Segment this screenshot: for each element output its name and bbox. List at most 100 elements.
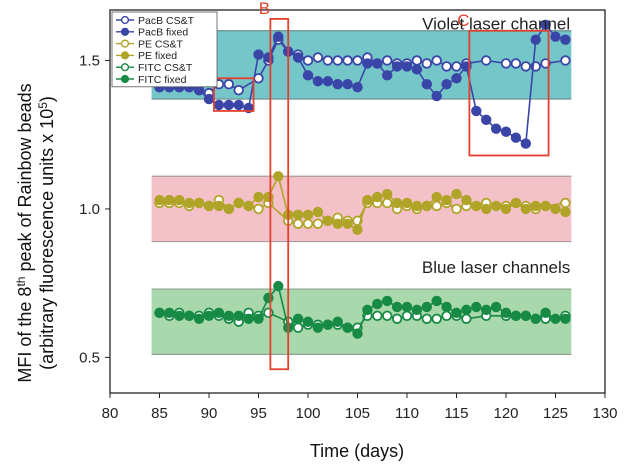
x-tick-label-130: 130	[592, 405, 617, 422]
point-0-33	[510, 58, 522, 69]
point-5-8	[233, 310, 244, 322]
point-4-30	[461, 313, 472, 324]
legend-label-4: FITC CS&T	[138, 62, 193, 74]
y-tick-label-1.5: 1.5	[79, 52, 100, 69]
point-1-20	[352, 81, 363, 93]
legend-label-5: FITC fixed	[138, 74, 187, 86]
point-1-28	[431, 90, 442, 102]
axes: 80 85 90 95 100 105 110 115 120 125 130 0.5 1.0 1.5	[79, 9, 618, 422]
point-1-27	[421, 79, 433, 90]
point-2-29	[451, 203, 462, 215]
point-3-23	[382, 188, 393, 200]
point-3-15	[302, 209, 314, 221]
point-5-21	[362, 304, 373, 316]
point-5-20	[352, 328, 363, 339]
x-tick-label-100: 100	[295, 405, 320, 422]
point-3-18	[332, 218, 343, 229]
point-5-22	[372, 298, 383, 310]
point-3-34	[490, 200, 502, 212]
point-3-24	[391, 197, 403, 209]
point-3-0	[154, 194, 165, 206]
point-1-24	[391, 61, 403, 72]
point-5-26	[411, 304, 423, 316]
point-5-32	[471, 301, 482, 313]
y-axis-title-main: MFI of the 8	[15, 287, 35, 383]
point-3-14	[292, 209, 304, 221]
point-1-17	[322, 76, 334, 87]
y-axis-title-rest: peak of Rainbow beads	[15, 83, 35, 276]
point-5-31	[461, 304, 472, 316]
point-1-5	[203, 93, 215, 105]
point-1-12	[273, 31, 284, 42]
point-3-37	[520, 203, 532, 215]
point-1-34	[490, 123, 502, 134]
point-5-39	[540, 307, 551, 319]
point-4-24	[401, 310, 413, 322]
highlight-box-c	[468, 29, 550, 157]
point-5-30	[451, 307, 462, 319]
point-5-17	[322, 319, 334, 330]
legend-marker-3	[120, 51, 130, 60]
point-3-41	[560, 206, 571, 218]
point-1-6	[213, 99, 225, 111]
point-0-8	[233, 84, 244, 96]
point-5-3	[183, 310, 195, 322]
point-5-27	[421, 301, 433, 313]
point-3-5	[203, 200, 215, 212]
point-3-31	[461, 194, 472, 206]
legend-box	[111, 11, 218, 88]
point-0-31	[481, 55, 492, 66]
point-0-19	[352, 55, 363, 66]
point-4-22	[382, 310, 393, 322]
point-1-33	[481, 114, 492, 126]
point-5-38	[530, 313, 541, 324]
point-3-38	[530, 200, 541, 212]
point-5-16	[312, 322, 324, 333]
highlight-box-a	[213, 77, 255, 112]
point-1-41	[560, 34, 571, 45]
point-5-40	[550, 313, 561, 324]
point-3-4	[193, 197, 205, 209]
y-tick-label-1: 1.0	[79, 201, 100, 218]
point-3-17	[322, 215, 334, 226]
point-1-23	[382, 70, 393, 81]
point-1-40	[550, 31, 561, 42]
point-3-10	[253, 191, 264, 203]
highlight-box-b	[269, 18, 290, 371]
legend-label-1: PacB fixed	[138, 27, 188, 39]
point-5-19	[342, 322, 353, 333]
x-tick-label-115: 115	[445, 405, 469, 422]
point-0-27	[431, 55, 442, 66]
point-1-38	[530, 34, 541, 45]
point-1-18	[332, 79, 343, 90]
point-3-25	[401, 197, 413, 209]
point-2-37	[560, 197, 571, 209]
point-1-19	[342, 79, 353, 90]
point-4-28	[441, 310, 452, 322]
point-5-6	[213, 307, 225, 319]
y-axis-title: MFI of the 8th peak of Rainbow beads	[14, 83, 35, 382]
x-tick-label-110: 110	[395, 405, 419, 422]
point-1-16	[312, 76, 324, 87]
legend-label-3: PE fixed	[138, 50, 177, 62]
point-2-13	[292, 218, 304, 229]
point-1-26	[411, 64, 423, 75]
point-1-37	[520, 138, 532, 149]
point-1-30	[451, 73, 462, 84]
point-5-7	[223, 310, 235, 322]
point-5-1	[164, 307, 175, 319]
point-1-32	[471, 105, 482, 117]
point-3-39	[540, 200, 551, 212]
point-1-14	[292, 52, 304, 63]
point-0-15	[312, 52, 324, 63]
point-0-37	[560, 55, 571, 66]
point-5-25	[401, 301, 413, 313]
y-tick-label-0.5: 0.5	[79, 349, 100, 366]
legend-marker-2	[120, 39, 130, 48]
point-3-40	[550, 203, 561, 215]
point-1-8	[233, 99, 244, 111]
point-3-8	[233, 197, 244, 209]
point-5-23	[382, 295, 393, 307]
point-5-2	[174, 310, 185, 322]
point-1-39	[540, 19, 551, 31]
